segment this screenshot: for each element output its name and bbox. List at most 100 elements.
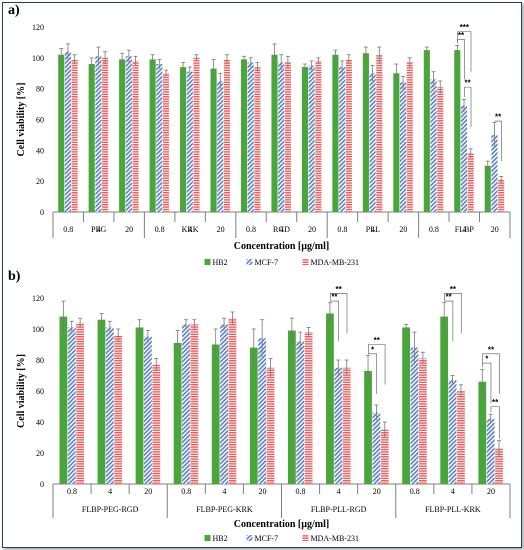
panel-a-legend-label-mda-mb-231: MDA-MB-231 <box>311 258 359 267</box>
panel-b-significance-label: ** <box>331 293 338 302</box>
panel-b-bar-mcf-7 <box>258 338 267 484</box>
panel-b-bar-mda-mb-231 <box>342 367 351 484</box>
panel-a-conc-label: 0.8 <box>429 225 439 234</box>
panel-a-conc-label: 4 <box>188 225 192 234</box>
panel-a-bar-hb2 <box>271 54 278 212</box>
panel-a-x-axis-title: Concentration [µg/ml] <box>234 241 329 252</box>
panel-b-conc-label: 4 <box>451 487 455 496</box>
panel-a-bar-hb2 <box>240 59 248 212</box>
panel-b-bar-hb2 <box>402 327 411 484</box>
panel-a-bar-hb2 <box>454 50 461 212</box>
panel-a-bar-mda-mb-231 <box>71 59 78 212</box>
panel-a-bar-mcf-7 <box>247 62 254 213</box>
panel-b-significance-bracket <box>444 300 454 342</box>
panel-a-conc-label: 0.8 <box>155 225 165 234</box>
panel-b-bar-mda-mb-231 <box>380 429 389 484</box>
panel-b-bar-mcf-7 <box>220 324 228 484</box>
panel-b-bar-mda-mb-231 <box>266 367 275 484</box>
panel-b-bar-mcf-7 <box>296 341 305 484</box>
panel-a-bar-mcf-7 <box>339 67 346 212</box>
panel-a-bar-mda-mb-231 <box>284 62 291 213</box>
panel-b-significance-bracket <box>329 293 348 334</box>
panel-a-bar-hb2 <box>88 64 95 212</box>
panel-a-bar-mcf-7 <box>186 71 193 212</box>
panel-b-legend-swatch-hb2 <box>204 535 211 541</box>
panel-b-bar-hb2 <box>249 347 258 484</box>
panel-a-bar-mda-mb-231 <box>223 59 231 212</box>
panel-b-group-label: FLBP-PEG-RGD <box>82 505 139 514</box>
panel-b-bar-mcf-7 <box>410 347 419 484</box>
panel-b-bar-mda-mb-231 <box>495 448 503 484</box>
panel-a-significance-bracket <box>494 120 502 162</box>
panel-a-conc-label: 4 <box>97 225 101 234</box>
panel-a-bar-hb2 <box>332 54 339 212</box>
panel-a-bar-mcf-7 <box>125 56 132 212</box>
panel-b-significance-bracket <box>368 344 386 385</box>
panel-b-significance-label: ** <box>336 285 343 294</box>
panel-a-conc-label: 20 <box>399 225 407 234</box>
panel-a-legend-swatch-hb2 <box>204 259 211 265</box>
panel-b-bar-hb2 <box>287 330 296 484</box>
panel-a-bar-hb2 <box>423 50 430 212</box>
panel-a-conc-label: 4 <box>280 225 284 234</box>
panel-b-bar-mcf-7 <box>334 367 343 484</box>
panel-a-conc-label: 20 <box>308 225 316 234</box>
panel-a-chart: a) 0 20 40 60 80 100 120 Cell viability [%] PEG 0.… <box>8 3 511 267</box>
panel-b-bar-mda-mb-231 <box>418 358 427 484</box>
panel-b-legend-label-mcf-7: MCF-7 <box>255 534 279 543</box>
panel-b-bar-mda-mb-231 <box>76 322 85 484</box>
panel-b-group-label: FLBP-PLL-KRK <box>425 505 481 514</box>
panel-a-bar-mda-mb-231 <box>102 57 109 213</box>
panel-a-bar-mda-mb-231 <box>498 179 505 212</box>
panel-b-legend-label-mda-mb-231: MDA-MB-231 <box>311 534 359 543</box>
panel-b-conc-label: 4 <box>337 487 341 496</box>
panel-b-bar-hb2 <box>173 342 182 484</box>
panel-a-y-tick-label: 100 <box>32 54 44 63</box>
panel-a-group-label: FLBP <box>455 225 475 234</box>
panel-a-bar-mda-mb-231 <box>315 60 322 212</box>
panel-a-y-tick-label: 40 <box>36 146 44 155</box>
panel-b-bar-hb2 <box>211 344 220 484</box>
panel-b-group-label: FLBP-PLL-RGD <box>311 505 367 514</box>
panel-a-significance-label: *** <box>460 23 470 32</box>
panel-b-significance-label: ** <box>492 398 499 407</box>
panel-b-y-tick-label: 60 <box>36 387 44 396</box>
panel-a-bar-hb2 <box>58 54 65 212</box>
panel-b-bar-mcf-7 <box>105 327 114 484</box>
panel-a-bar-mda-mb-231 <box>254 67 261 212</box>
panel-a-y-tick-label: 60 <box>36 116 44 125</box>
panel-a-bar-hb2 <box>484 165 491 212</box>
panel-a-bar-hb2 <box>362 53 369 213</box>
panel-a-bar-mda-mb-231 <box>437 87 444 212</box>
panel-b-bar-mda-mb-231 <box>228 318 237 484</box>
panel-a-significance-label: ** <box>465 79 472 88</box>
panel-a-bar-mcf-7 <box>278 62 285 213</box>
panel-b-conc-label: 0.8 <box>296 487 306 496</box>
panel-b-y-tick-label: 40 <box>36 418 44 427</box>
panel-b-conc-label: 0.8 <box>181 487 191 496</box>
panel-b-bar-mda-mb-231 <box>152 364 161 484</box>
panel-b-bar-mcf-7 <box>448 380 457 484</box>
panel-a-significance-label: ** <box>458 31 465 40</box>
panel-a-y-tick-label: 80 <box>36 85 44 94</box>
panel-b-significance-bracket <box>482 362 492 404</box>
panel-b-y-tick-label: 100 <box>32 325 44 334</box>
panel-a-y-tick-label: 120 <box>32 23 44 32</box>
panel-a-bar-mcf-7 <box>430 79 437 213</box>
panel-a-bar-hb2 <box>180 67 187 212</box>
panel-a-bar-mcf-7 <box>156 64 163 212</box>
panel-b-bar-mcf-7 <box>372 412 381 484</box>
panel-b-significance-bracket <box>329 300 339 342</box>
panel-a-group-label: PLL <box>366 225 380 234</box>
panel-a-group-label: KRK <box>182 225 199 234</box>
panel-a-bar-mda-mb-231 <box>162 73 170 212</box>
panel-a-conc-label: 4 <box>462 225 466 234</box>
panel-b-significance-bracket <box>482 353 500 394</box>
panel-a-legend-label-mcf-7: MCF-7 <box>255 258 279 267</box>
panel-a-bar-mda-mb-231 <box>345 59 352 212</box>
panel-a-legend-swatch-mcf-7 <box>246 259 253 265</box>
panel-a-significance-bracket <box>457 31 472 72</box>
panel-b-conc-label: 20 <box>144 487 152 496</box>
panel-b-bar-mcf-7 <box>486 418 495 484</box>
